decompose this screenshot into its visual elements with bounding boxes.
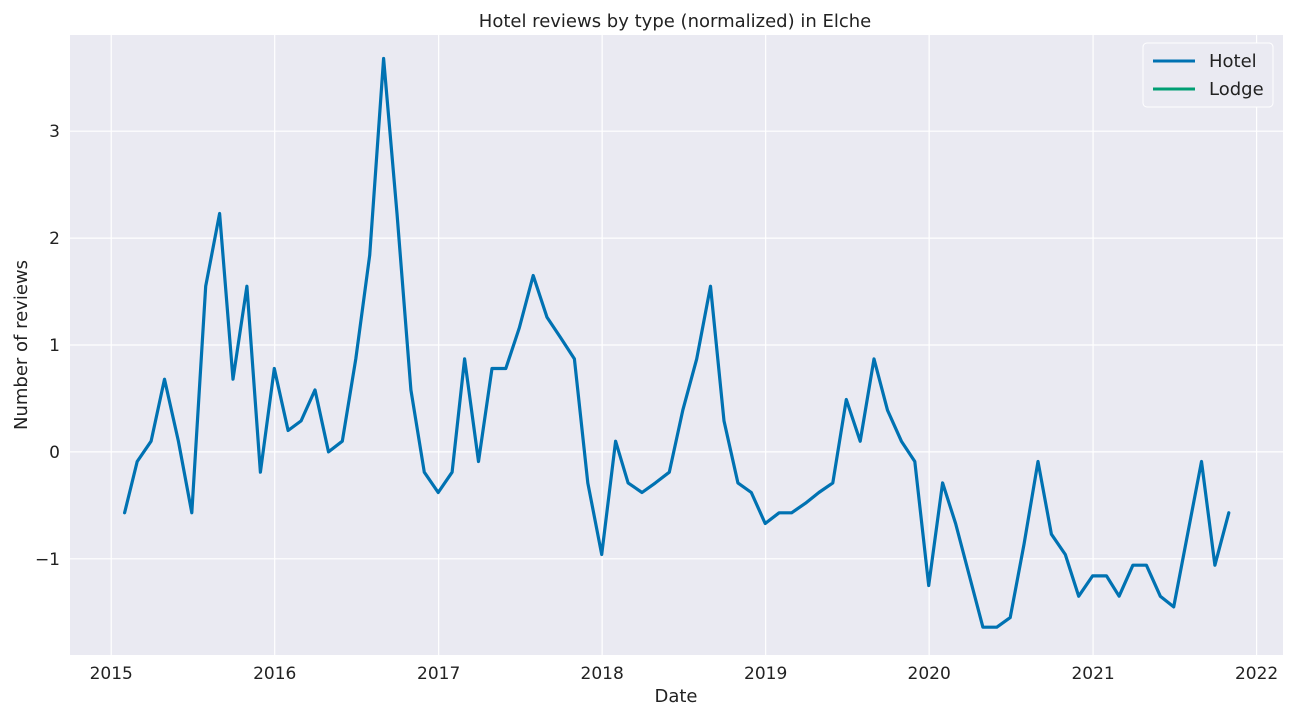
legend-label-lodge: Lodge [1209,79,1264,100]
grid [70,35,1283,655]
x-tick-label: 2016 [253,664,296,684]
series-lines [122,56,1231,629]
x-tick-label: 2015 [90,664,133,684]
y-axis: −1 0 1 2 3 [35,122,60,570]
legend-label-hotel: Hotel [1209,51,1257,72]
x-tick-label: 2017 [417,664,460,684]
x-tick-label: 2019 [744,664,787,684]
x-tick-label: 2022 [1235,664,1278,684]
x-tick-label: 2020 [908,664,951,684]
x-tick-label: 2018 [581,664,624,684]
y-axis-label: Number of reviews [11,260,32,430]
x-axis-label: Date [654,686,697,707]
legend: Hotel Lodge [1142,42,1274,108]
y-tick-label: 0 [49,443,60,463]
x-axis: 2015 2016 2017 2018 2019 2020 2021 2022 [90,664,1279,684]
chart-title: Hotel reviews by type (normalized) in El… [479,11,871,32]
y-tick-label: −1 [35,550,60,570]
x-tick-label: 2021 [1071,664,1114,684]
series-line-hotel [122,56,1231,629]
legend-box [1142,42,1274,108]
y-tick-label: 3 [49,122,60,142]
y-tick-label: 1 [49,336,60,356]
y-tick-label: 2 [49,229,60,249]
